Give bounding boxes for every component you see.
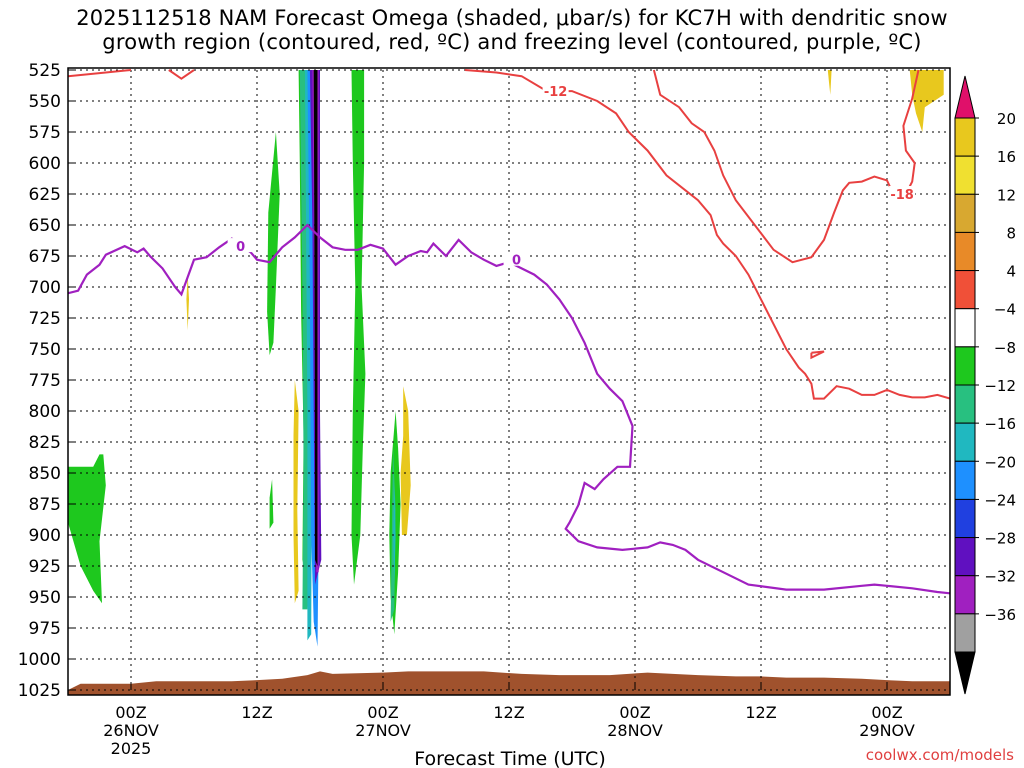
x-tick-date: 26NOV: [103, 721, 159, 740]
y-tick-label: 850: [29, 464, 61, 484]
colorbar-segment: [954, 308, 976, 348]
plot-frame: [67, 67, 951, 696]
colorbar-label: −20: [984, 453, 1016, 471]
omega-shading: [68, 70, 944, 647]
colorbar-segment: [954, 460, 976, 500]
colorbar-label: 4: [1006, 263, 1016, 281]
x-tick-date: 28NOV: [607, 721, 663, 740]
colorbar-segment: [954, 270, 976, 310]
colorbar-label: −16: [984, 415, 1016, 433]
colorbar-segment: [954, 155, 976, 195]
x-tick-label: 00Z: [871, 703, 902, 722]
freezing-label-right-bg: [503, 251, 530, 266]
colorbar-segment: [954, 117, 976, 157]
omega-region: [267, 132, 280, 356]
grid: [68, 69, 950, 691]
x-tick-date: 29NOV: [859, 721, 915, 740]
contours: [68, 69, 950, 595]
y-tick-label: 575: [29, 123, 61, 143]
y-tick-label: 775: [29, 371, 61, 391]
colorbar: 20 16 12 8 4 −4 −8 −12 −16 −20 −24 −28 −32 −36: [954, 75, 1016, 695]
y-tick-label: 825: [29, 433, 61, 453]
colorbar-bottom-triangle: [954, 651, 976, 695]
y-tick-label: 650: [29, 216, 61, 236]
dgz-label-18-bg: [889, 186, 916, 200]
colorbar-label: −8: [994, 339, 1016, 357]
colorbar-label: 16: [997, 148, 1016, 166]
y-tick-label: 675: [29, 247, 61, 267]
x-tick-label: 12Z: [241, 703, 272, 722]
y-tick-label: 1000: [18, 650, 61, 670]
omega-region: [827, 70, 832, 95]
x-tick-label: 00Z: [115, 703, 146, 722]
y-tick-label: 525: [29, 61, 61, 81]
colorbar-label: 8: [1006, 224, 1016, 242]
y-tick-label: 925: [29, 557, 61, 577]
y-tick-label: 750: [29, 340, 61, 360]
y-tick-label: 950: [29, 588, 61, 608]
dgz-contour: [652, 69, 920, 264]
x-tick-label: 00Z: [367, 703, 398, 722]
colorbar-segment: [954, 537, 976, 577]
dgz-contour: [464, 69, 950, 400]
dgz-label-12: -12: [544, 85, 568, 100]
omega-region: [269, 479, 274, 529]
dgz-label-18: -18: [890, 188, 914, 203]
y-tick-label: 550: [29, 92, 61, 112]
y-tick-label: 725: [29, 309, 61, 329]
colorbar-segment: [954, 346, 976, 386]
y-tick-label: 975: [29, 619, 61, 639]
y-tick-label: 1025: [18, 681, 61, 701]
chart-title-line2: growth region (contoured, red, ºC) and f…: [102, 30, 922, 54]
y-tick-label: 900: [29, 526, 61, 546]
x-axis-label: Forecast Time (UTC): [414, 748, 605, 768]
y-tick-label: 875: [29, 495, 61, 515]
y-axis: 525 550 575 600 625 650 675 700 725 750 775 800 825 8…: [18, 61, 74, 701]
x-tick-label: 00Z: [619, 703, 650, 722]
y-tick-label: 600: [29, 154, 61, 174]
omega-region: [351, 70, 366, 585]
colorbar-top-triangle: [954, 75, 976, 119]
y-tick-label: 700: [29, 278, 61, 298]
omega-region: [393, 485, 396, 585]
dgz-contour: [68, 69, 132, 78]
dgz-contour: [168, 69, 195, 80]
omega-region: [68, 454, 106, 604]
chart-title-line1: 2025112518 NAM Forecast Omega (shaded, μ…: [76, 6, 948, 30]
dgz-label-12-bg: [542, 83, 569, 98]
y-tick-label: 625: [29, 185, 61, 205]
omega-region: [293, 380, 299, 604]
freezing-label-left-bg: [227, 238, 254, 253]
colorbar-label: −4: [994, 301, 1016, 319]
y-tick-label: 800: [29, 402, 61, 422]
colorbar-segment: [954, 575, 976, 615]
colorbar-segment: [954, 613, 976, 653]
colorbar-label: 12: [997, 186, 1016, 204]
colorbar-label: −36: [984, 606, 1016, 624]
colorbar-segment: [954, 498, 976, 539]
freezing-label-left: 0: [236, 240, 245, 255]
colorbar-label: −28: [984, 530, 1016, 548]
freezing-label-right: 0: [512, 254, 521, 269]
omega-region: [186, 274, 189, 331]
colorbar-segment: [954, 193, 976, 233]
colorbar-segment: [954, 384, 976, 424]
contour-labels: -12 -18 0 0: [227, 83, 916, 269]
colorbar-segment: [954, 422, 976, 462]
freezing-level-contour: [68, 223, 950, 595]
x-tick-year: 2025: [111, 739, 152, 758]
colorbar-label: −24: [984, 491, 1016, 509]
colorbar-label: −32: [984, 568, 1016, 586]
colorbar-segment: [954, 231, 976, 272]
x-tick-date: 27NOV: [355, 721, 411, 740]
x-tick-label: 12Z: [745, 703, 776, 722]
x-tick-label: 12Z: [493, 703, 524, 722]
colorbar-label: 20: [997, 110, 1016, 128]
colorbar-label: −12: [984, 377, 1016, 395]
dgz-contour: [810, 350, 825, 360]
omega-region: [400, 386, 411, 535]
watermark: coolwx.com/models: [866, 746, 1014, 764]
